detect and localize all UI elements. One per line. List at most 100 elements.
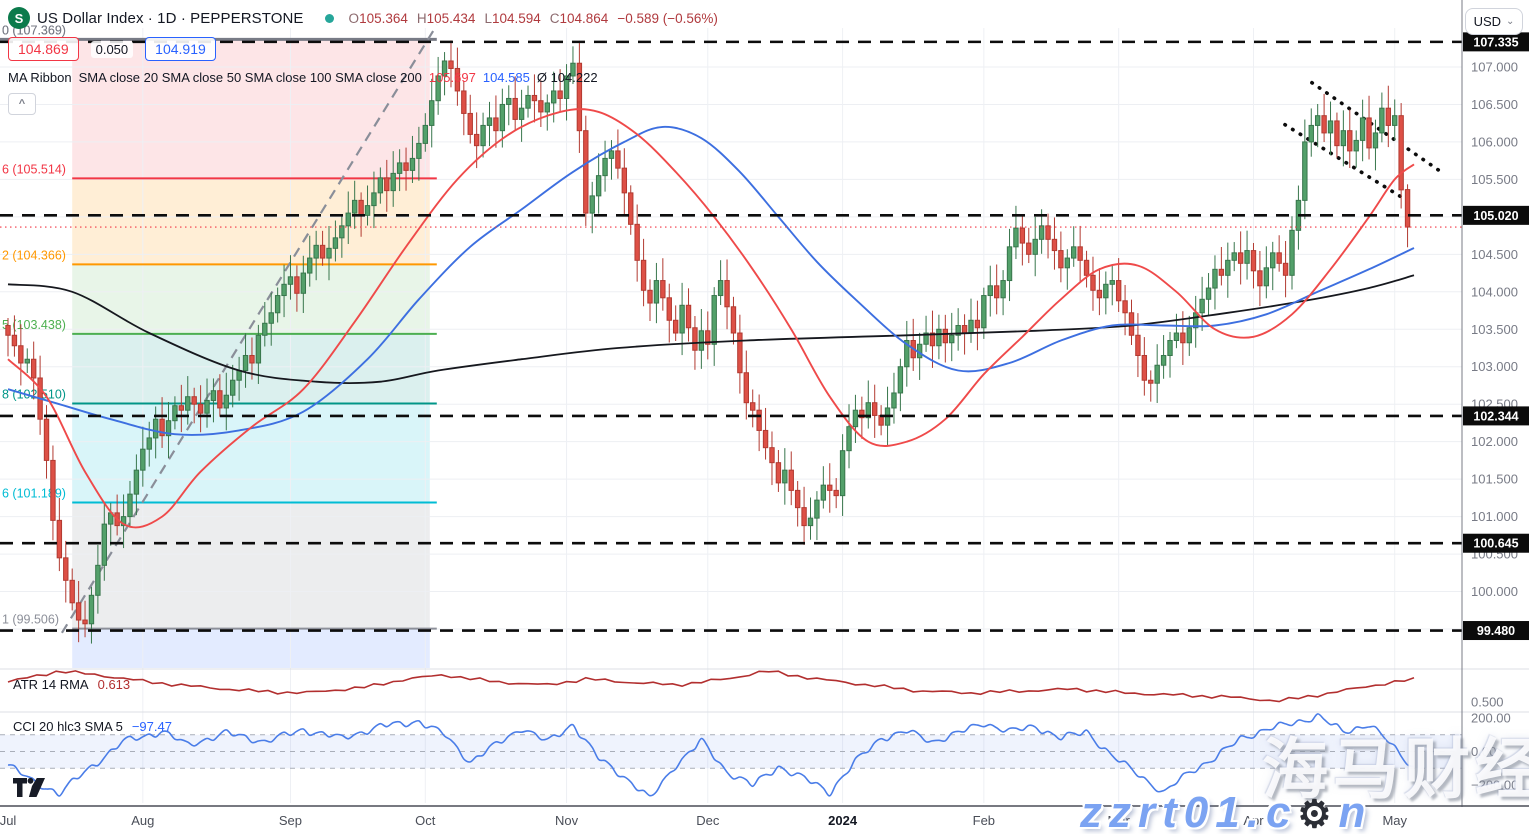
candlestick [1058, 250, 1064, 269]
candlestick [274, 295, 281, 314]
fib-zones-layer [72, 39, 430, 668]
candlestick [589, 195, 595, 214]
candlestick [358, 199, 364, 216]
candlestick [249, 354, 255, 364]
candlestick [1173, 332, 1180, 342]
candlestick [255, 334, 262, 364]
candlestick [814, 499, 820, 519]
candlestick [570, 62, 576, 77]
time-axis-label-apr: Apr [1243, 813, 1264, 828]
candlestick [429, 100, 435, 126]
price-axis-label: 101.000 [1471, 509, 1518, 524]
candlestick [127, 493, 133, 518]
candlestick [929, 332, 936, 347]
symbol-row[interactable]: S US Dollar Index · 1D · PEPPERSTONE O10… [8, 6, 718, 30]
candlestick [1302, 141, 1308, 201]
candlestick [319, 244, 326, 259]
candlestick [326, 247, 332, 259]
time-axis-label-sep: Sep [278, 813, 303, 828]
candlestick [1372, 132, 1379, 149]
candlestick [1154, 364, 1160, 384]
candlestick [1231, 252, 1237, 261]
range-low-box[interactable]: 104.869 [8, 37, 79, 61]
cci-value: −97.47 [131, 719, 172, 734]
candlestick [717, 280, 724, 297]
candlestick [307, 257, 313, 274]
candlestick [557, 90, 563, 99]
time-axis[interactable]: Jul Aug Sep Oct Nov Dec 2024 Feb Mar Apr May [0, 807, 1529, 834]
candlestick [563, 75, 570, 99]
range-high-box[interactable]: 104.919 [145, 37, 216, 61]
candlestick [18, 345, 24, 364]
candlestick [120, 516, 127, 527]
symbol-logo: S [8, 7, 30, 29]
candlestick [159, 418, 165, 437]
candles-layer[interactable] [5, 40, 1411, 644]
candlestick [1096, 289, 1103, 299]
candlestick [351, 199, 358, 214]
sr-lines-layer [0, 40, 1462, 632]
channel-upper [1310, 80, 1445, 175]
candlestick [968, 319, 974, 334]
candlestick [377, 177, 384, 194]
candlestick [628, 192, 634, 225]
price-axis-label: 104.000 [1471, 284, 1518, 299]
ma-ribbon-legend[interactable]: MA Ribbon SMA close 20 SMA close 50 SMA … [8, 70, 718, 85]
candlestick [1064, 257, 1070, 269]
candlestick [1327, 120, 1334, 134]
candlestick [1038, 225, 1045, 240]
candlestick [949, 334, 955, 344]
candlestick [679, 304, 685, 334]
candlestick [75, 602, 82, 621]
candlestick [782, 469, 788, 484]
candlestick [50, 459, 56, 521]
currency-dropdown[interactable]: USD ⌄ [1465, 8, 1523, 35]
candlestick [1083, 259, 1090, 276]
ma-lines-layer [7, 108, 1415, 529]
candlestick [262, 322, 268, 336]
candlestick [518, 107, 525, 120]
candlestick [1090, 274, 1096, 291]
fib-level-label: 6 (101.189) [2, 486, 66, 500]
candlestick [711, 295, 717, 345]
fib-levels-layer: 0 (107.369)6 (105.514)2 (104.366)5 (103.… [0, 23, 437, 630]
candlestick [1006, 246, 1013, 282]
candlestick [448, 60, 454, 69]
tradingview-logo-icon[interactable] [12, 777, 46, 804]
candlestick [961, 325, 968, 334]
candlestick [165, 420, 172, 437]
candlestick [1347, 130, 1353, 152]
candlestick [300, 272, 307, 294]
close-label: C [549, 10, 560, 26]
cci-axis-label: 200.00 [1471, 711, 1511, 726]
candlestick [538, 100, 544, 113]
candlestick [1225, 259, 1231, 276]
symbol-title[interactable]: US Dollar Index · 1D · PEPPERSTONE [37, 9, 304, 27]
candlestick [493, 117, 499, 132]
atr-indicator-legend[interactable]: ATR 14 RMA 0.613 [13, 677, 130, 692]
candlestick [769, 447, 775, 464]
candlestick [1026, 242, 1032, 255]
low-value: 104.594 [491, 10, 541, 26]
ma-ribbon-params: SMA close 20 SMA close 50 SMA close 100 … [78, 70, 422, 85]
candlestick [1180, 332, 1186, 344]
candlestick [1218, 268, 1225, 276]
candlestick [698, 330, 705, 351]
price-axis-label: 107.000 [1471, 59, 1518, 74]
cci-label: CCI 20 hlc3 SMA 5 [13, 719, 123, 734]
open-value: 105.364 [359, 10, 408, 26]
candlestick [43, 418, 50, 461]
candlestick [82, 619, 88, 625]
collapse-legend-button[interactable]: ^ [8, 93, 36, 115]
candlestick [1321, 115, 1327, 134]
candlestick [152, 418, 159, 439]
price-tag [1463, 406, 1529, 426]
candlestick [595, 175, 602, 197]
cci-indicator-legend[interactable]: CCI 20 hlc3 SMA 5 −97.47 [13, 719, 172, 734]
candlestick [551, 90, 557, 104]
candlestick [1314, 115, 1321, 126]
candlestick [416, 142, 422, 159]
